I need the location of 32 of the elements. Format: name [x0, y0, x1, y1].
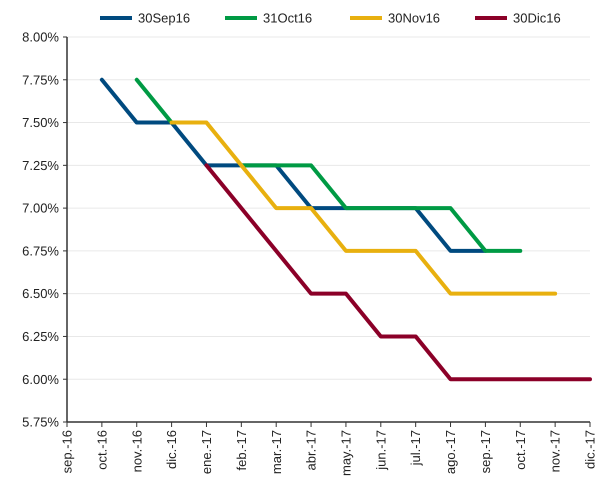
x-tick-label: abr.-17 [304, 430, 319, 470]
x-tick-label: feb.-17 [234, 430, 249, 470]
line-series [170, 120, 558, 296]
y-tick-label: 6.25% [22, 328, 60, 344]
y-tick-label: 6.50% [22, 286, 60, 302]
x-tick-label: dic.-17 [582, 430, 598, 470]
line-series [204, 163, 592, 382]
x-tick-label: oct.-16 [94, 430, 110, 470]
y-tick-label: 7.75% [22, 72, 60, 88]
x-tick-label: dic.-16 [164, 430, 180, 470]
x-tick-label: oct.-17 [512, 430, 528, 470]
x-tick-label: jun.-17 [373, 430, 388, 471]
y-tick-label: 7.50% [22, 115, 60, 130]
x-tick-label: may.-17 [338, 430, 354, 476]
legend-label: 31Oct16 [263, 10, 312, 26]
x-tick-label: mar.-17 [268, 430, 284, 474]
legend-label: 30Dic16 [513, 10, 561, 26]
legend-label: 30Nov16 [388, 10, 440, 26]
y-tick-label: 7.25% [22, 158, 60, 173]
legend-label: 30Sep16 [138, 10, 190, 26]
x-tick-label: sep.-17 [478, 430, 493, 474]
x-tick-label: jul.-17 [408, 430, 424, 466]
x-tick-label: nov.-16 [129, 430, 144, 472]
x-tick-label: sep.-16 [60, 430, 75, 474]
y-tick-label: 5.75% [22, 414, 60, 430]
y-tick-label: 6.75% [22, 243, 60, 258]
y-tick-label: 8.00% [22, 30, 60, 45]
x-tick-label: ago.-17 [443, 430, 458, 474]
y-tick-label: 6.00% [22, 372, 60, 387]
x-tick-label: ene.-17 [199, 430, 214, 474]
y-tick-label: 7.00% [22, 200, 60, 216]
x-tick-label: nov.-17 [548, 430, 563, 472]
